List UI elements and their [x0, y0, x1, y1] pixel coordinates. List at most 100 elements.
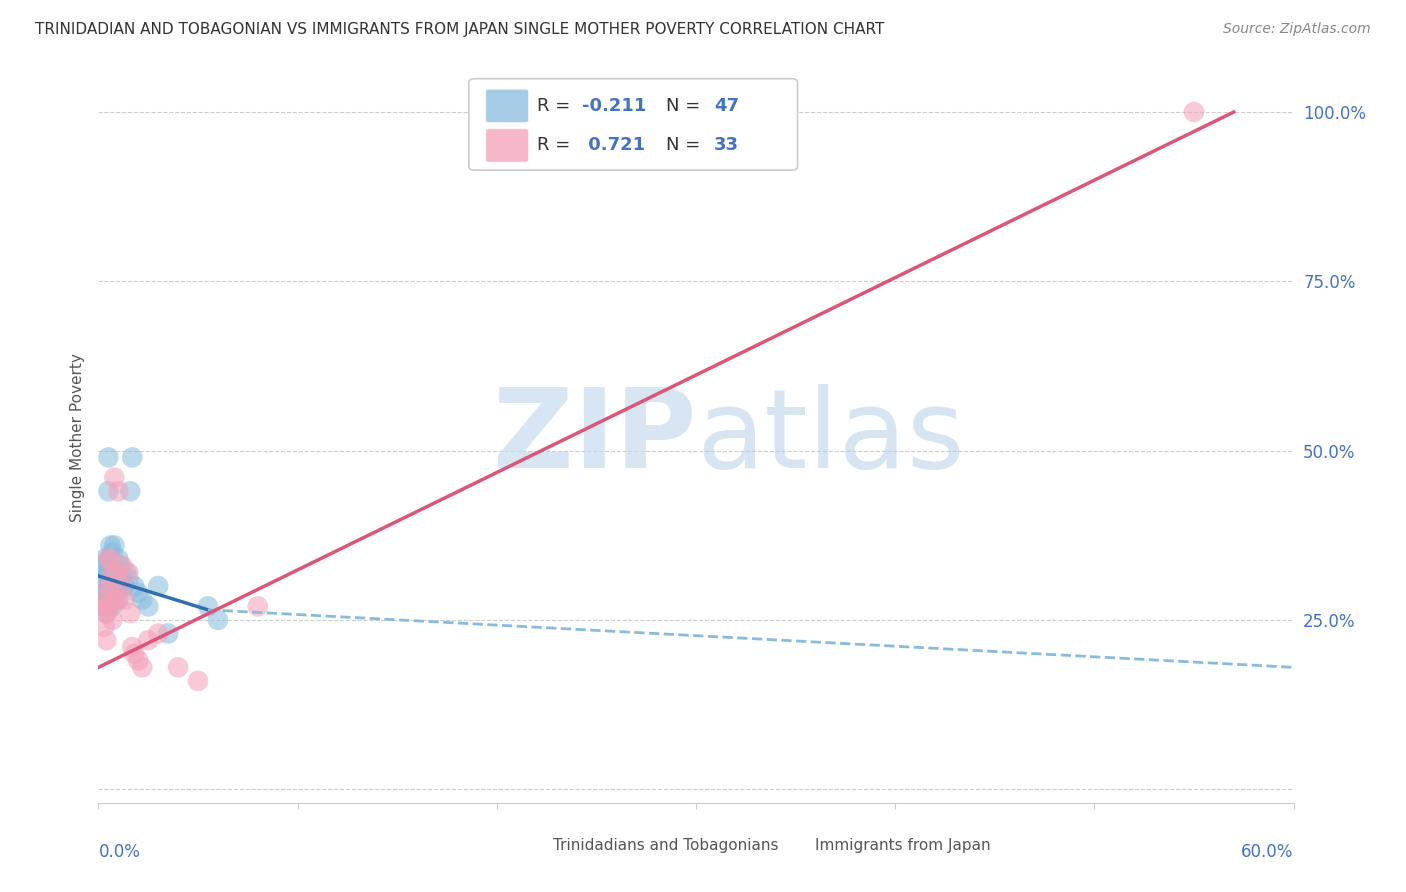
Text: 47: 47	[714, 97, 740, 115]
Point	[117, 572, 139, 586]
Point	[91, 558, 114, 573]
Point	[96, 633, 118, 648]
Point	[97, 552, 120, 566]
Point	[103, 592, 125, 607]
Y-axis label: Single Mother Poverty: Single Mother Poverty	[69, 352, 84, 522]
Point	[246, 599, 269, 614]
Point	[121, 640, 143, 654]
Point	[105, 566, 128, 580]
Point	[120, 606, 142, 620]
Point	[124, 579, 146, 593]
Point	[112, 579, 135, 593]
Point	[111, 572, 134, 586]
Point	[110, 558, 132, 573]
Point	[91, 572, 114, 586]
Text: TRINIDADIAN AND TOBAGONIAN VS IMMIGRANTS FROM JAPAN SINGLE MOTHER POVERTY CORREL: TRINIDADIAN AND TOBAGONIAN VS IMMIGRANTS…	[35, 22, 884, 37]
Point	[97, 592, 120, 607]
Point	[96, 606, 118, 620]
Point	[101, 545, 124, 559]
Point	[96, 586, 118, 600]
Point	[93, 620, 115, 634]
Text: Trinidadians and Tobagonians: Trinidadians and Tobagonians	[553, 838, 778, 853]
Point	[167, 660, 190, 674]
Point	[115, 566, 138, 580]
Point	[103, 538, 125, 552]
Text: 33: 33	[714, 136, 740, 154]
Point	[98, 579, 122, 593]
Text: N =: N =	[666, 97, 706, 115]
Point	[136, 599, 159, 614]
Point	[97, 450, 120, 465]
Point	[101, 599, 124, 614]
Point	[120, 484, 142, 499]
Point	[207, 613, 229, 627]
Text: 0.0%: 0.0%	[98, 843, 141, 861]
Point	[107, 484, 129, 499]
Point	[124, 647, 146, 661]
Text: Immigrants from Japan: Immigrants from Japan	[815, 838, 991, 853]
Point	[131, 660, 153, 674]
Point	[111, 558, 134, 573]
Point	[107, 572, 129, 586]
Text: ZIP: ZIP	[492, 384, 696, 491]
Point	[93, 579, 115, 593]
Point	[97, 579, 120, 593]
Point	[93, 552, 115, 566]
Text: atlas: atlas	[696, 384, 965, 491]
Text: R =: R =	[537, 136, 576, 154]
Point	[103, 558, 125, 573]
Point	[103, 471, 125, 485]
Point	[96, 606, 118, 620]
Point	[107, 592, 129, 607]
Text: Source: ZipAtlas.com: Source: ZipAtlas.com	[1223, 22, 1371, 37]
Point	[97, 566, 120, 580]
Point	[107, 552, 129, 566]
Point	[91, 599, 114, 614]
Point	[98, 552, 122, 566]
FancyBboxPatch shape	[470, 78, 797, 170]
Point	[107, 592, 129, 607]
Point	[98, 592, 122, 607]
Point	[101, 566, 124, 580]
Point	[101, 566, 124, 580]
Point	[103, 579, 125, 593]
Point	[97, 579, 120, 593]
Point	[105, 586, 128, 600]
Text: 60.0%: 60.0%	[1241, 843, 1294, 861]
FancyBboxPatch shape	[485, 128, 529, 162]
Point	[112, 592, 135, 607]
Point	[148, 626, 170, 640]
Point	[98, 538, 122, 552]
Text: 0.721: 0.721	[582, 136, 645, 154]
FancyBboxPatch shape	[770, 831, 811, 861]
Point	[93, 599, 115, 614]
FancyBboxPatch shape	[485, 89, 529, 123]
Point	[1182, 105, 1205, 120]
Point	[101, 579, 124, 593]
Text: R =: R =	[537, 97, 576, 115]
Point	[98, 579, 122, 593]
Point	[131, 592, 153, 607]
Point	[97, 599, 120, 614]
Point	[127, 654, 149, 668]
Point	[127, 586, 149, 600]
Text: N =: N =	[666, 136, 706, 154]
Point	[148, 579, 170, 593]
Point	[101, 613, 124, 627]
Point	[96, 566, 118, 580]
Text: -0.211: -0.211	[582, 97, 647, 115]
Point	[93, 592, 115, 607]
FancyBboxPatch shape	[508, 831, 548, 861]
Point	[105, 566, 128, 580]
Point	[98, 558, 122, 573]
Point	[117, 566, 139, 580]
Point	[197, 599, 219, 614]
Point	[96, 592, 118, 607]
Point	[97, 484, 120, 499]
Point	[110, 579, 132, 593]
Point	[97, 552, 120, 566]
Point	[121, 450, 143, 465]
Point	[187, 673, 209, 688]
Point	[157, 626, 180, 640]
Point	[110, 579, 132, 593]
